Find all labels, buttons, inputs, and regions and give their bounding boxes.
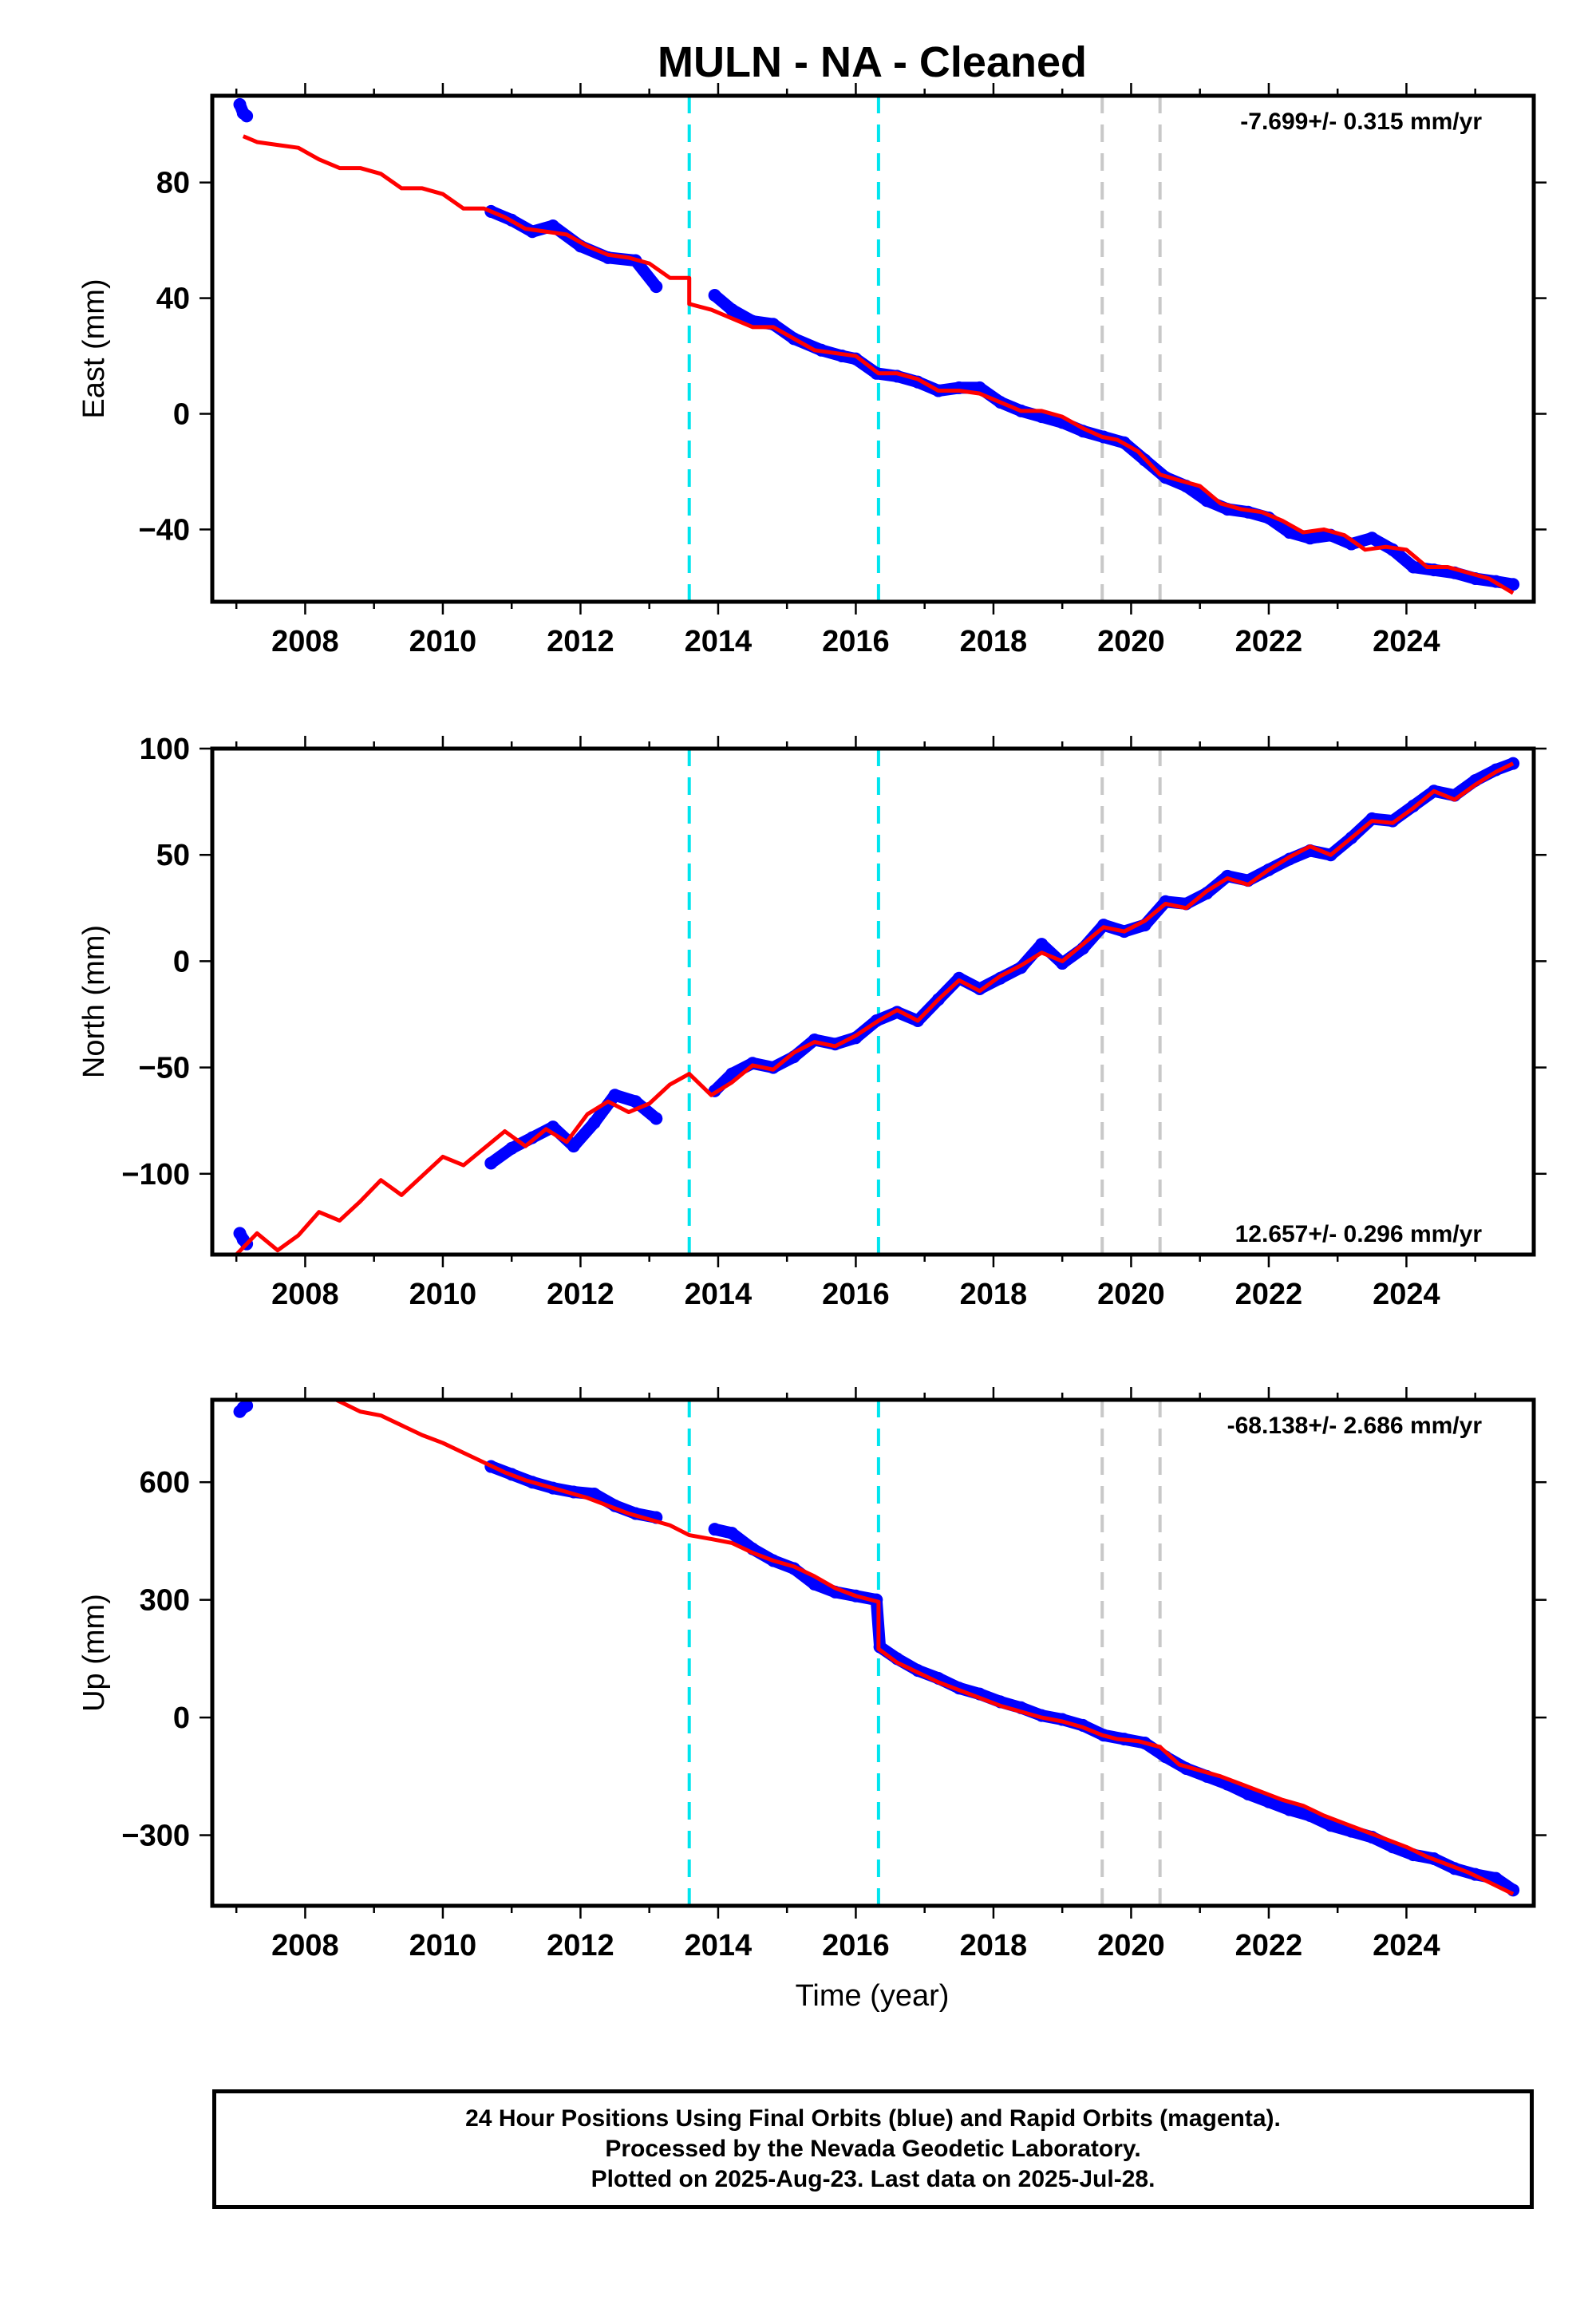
plot-frame [210,746,1536,1257]
x-tick-label: 2010 [409,625,477,658]
plot-area [233,1400,1520,1906]
model-line [235,761,1515,1255]
observation-point [1262,1795,1275,1808]
y-axis-label: Up (mm) [77,1594,111,1712]
x-tick-label: 2008 [271,1278,339,1311]
observation-point [1282,1803,1296,1816]
observation-point [505,1141,519,1155]
y-tick-label: 40 [156,283,190,316]
x-tick-label: 2008 [271,625,339,658]
x-tick-label: 2024 [1373,625,1440,658]
model-line [242,134,1515,595]
y-tick-label: 0 [173,398,190,432]
observation-point [1303,532,1317,545]
x-tick-label: 2024 [1373,1929,1440,1962]
observation-point [725,1527,739,1540]
plot-frame [210,1397,1536,1908]
panel-north: 2008 2010 2012 2014 2016 2018 2020 2022 2024 −100… [77,733,1547,1311]
x-tick-label: 2016 [822,1929,890,1962]
observation-point [650,280,663,294]
y-tick-label: 50 [156,839,190,872]
y-tick-label: −300 [121,1820,190,1853]
x-tick-label: 2024 [1373,1278,1440,1311]
y-tick-label: 80 [156,167,190,200]
y-axis-label: East (mm) [77,279,111,418]
plot-frame [210,93,1536,604]
observation-trace [709,1523,1519,1896]
x-tick-label: 2020 [1097,625,1165,658]
y-tick-label: −100 [121,1158,190,1192]
observation-point [240,109,254,123]
x-tick-label: 2012 [547,1278,614,1311]
observation-point [1407,560,1420,574]
velocity-label: -68.138+/- 2.686 mm/yr [1227,1413,1483,1439]
y-tick-label: −50 [139,1052,190,1085]
x-tick-label: 2008 [271,1929,339,1962]
observation-point [567,1140,580,1153]
observation-point [725,303,739,317]
footer-line-processor: Processed by the Nevada Geodetic Laborat… [605,2136,1141,2162]
x-tick-label: 2012 [547,1929,614,1962]
observation-point [708,288,721,302]
observation-point [1282,526,1296,539]
y-tick-label: 0 [173,1701,190,1735]
footer-line-orbits: 24 Hour Positions Using Final Orbits (bl… [465,2105,1281,2132]
x-tick-label: 2018 [960,625,1028,658]
observation-point [708,1523,721,1536]
x-tick-label: 2022 [1235,1929,1303,1962]
observation-point [1200,494,1214,508]
y-tick-label: 600 [140,1466,190,1500]
observation-point [1489,1871,1503,1885]
observation-point [484,1156,498,1170]
x-axis-label: Time (year) [796,1979,950,2013]
footer-line-dates: Plotted on 2025-Aug-23. Last data on 202… [591,2166,1156,2192]
x-tick-label: 2020 [1097,1278,1165,1311]
observation-point [1242,1787,1255,1800]
x-tick-label: 2010 [409,1929,477,1962]
x-tick-label: 2012 [547,625,614,658]
y-tick-label: 100 [140,733,190,766]
model-line [335,1400,1515,1896]
x-tick-label: 2016 [822,625,890,658]
panel-east: 2008 2010 2012 2014 2016 2018 2020 2022 2024 −40 0… [77,83,1547,658]
x-tick-label: 2014 [685,1278,753,1311]
x-tick-label: 2022 [1235,1278,1303,1311]
observation-point [725,1067,739,1081]
y-axis-label: North (mm) [77,925,111,1078]
panel-up: 2008 2010 2012 2014 2016 2018 2020 2022 2024 −300… [77,1387,1547,1962]
observation-point [240,1400,254,1413]
velocity-label: 12.657+/- 0.296 mm/yr [1235,1221,1483,1247]
x-tick-label: 2010 [409,1278,477,1311]
x-tick-label: 2016 [822,1278,890,1311]
x-tick-label: 2018 [960,1278,1028,1311]
observation-point [808,1577,821,1591]
observation-point [1507,578,1520,591]
x-tick-label: 2018 [960,1929,1028,1962]
x-tick-label: 2020 [1097,1929,1165,1962]
observation-point [650,1112,663,1125]
observation-point [587,1116,601,1129]
observation-point [629,1095,642,1109]
figure-title: MULN - NA - Cleaned [658,38,1087,86]
observation-point [1324,1819,1337,1832]
panels: 2008 2010 2012 2014 2016 2018 2020 2022 2024 −40 0… [77,83,1547,1962]
observation-point [608,1089,622,1102]
y-tick-label: −40 [139,513,190,547]
y-tick-label: 300 [140,1584,190,1618]
plot-area [233,749,1520,1255]
observation-point [973,381,986,394]
plot-area [233,96,1520,602]
observation-point [1035,938,1049,951]
observation-point [1365,532,1379,545]
velocity-label: -7.699+/- 0.315 mm/yr [1240,109,1482,135]
observation-point [546,219,559,233]
y-tick-label: 0 [173,945,190,978]
x-tick-label: 2022 [1235,625,1303,658]
x-tick-label: 2014 [685,1929,753,1962]
x-tick-label: 2014 [685,625,753,658]
processing-info-box: 24 Hour Positions Using Final Orbits (bl… [212,2089,1534,2209]
